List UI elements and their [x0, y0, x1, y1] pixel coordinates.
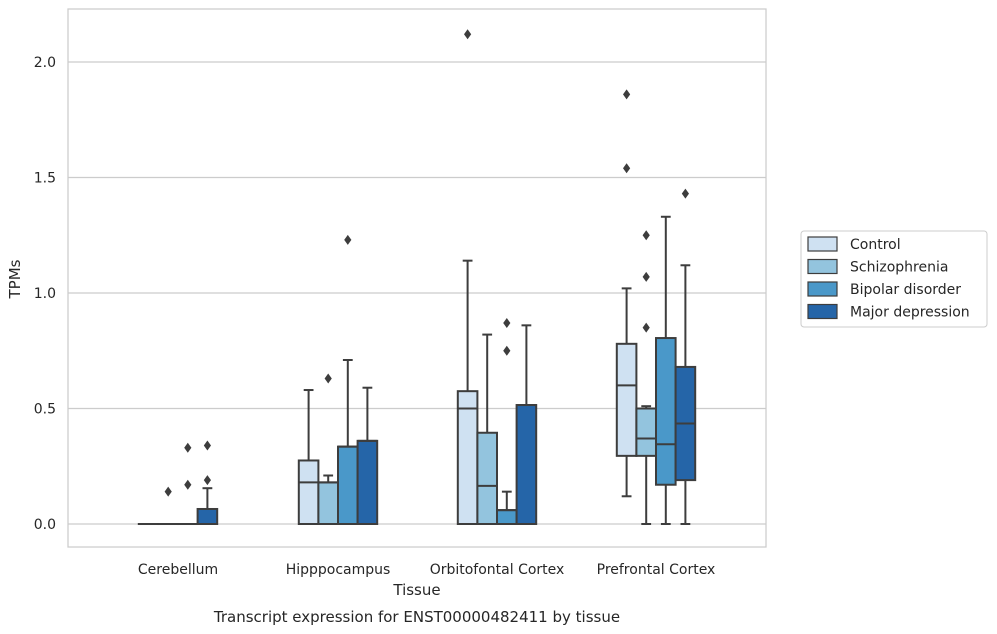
box [317, 373, 339, 526]
x-tick-label: Prefrontal Cortex [597, 562, 716, 578]
legend-swatch [807, 303, 838, 320]
y-tick-label: 0.5 [34, 402, 56, 418]
series-control [137, 29, 638, 526]
x-tick-label: Hipppocampus [286, 562, 391, 578]
outlier-point [164, 486, 172, 497]
legend-frame [800, 230, 988, 328]
box [356, 386, 379, 525]
box-body [496, 509, 518, 526]
outlier-point [203, 440, 211, 451]
legend-label: Major depression [850, 305, 970, 321]
outlier-point [503, 345, 511, 356]
y-tick-label: 1.5 [34, 171, 56, 187]
box [157, 486, 179, 526]
box-body [337, 445, 359, 525]
legend-swatch [807, 236, 838, 252]
x-tick-label: Orbitofontal Cortex [430, 562, 565, 578]
box [496, 318, 518, 526]
y-axis-title: TPMs [6, 259, 24, 299]
box-body [317, 481, 339, 526]
legend-label: Control [850, 237, 901, 253]
box [177, 442, 199, 526]
box [655, 215, 677, 525]
box-body [356, 439, 379, 525]
outlier-point [344, 234, 352, 245]
outlier-point [642, 230, 650, 241]
box-body [615, 342, 638, 457]
box-body [655, 337, 677, 486]
box-body [635, 407, 658, 457]
outlier-point [642, 322, 650, 333]
box [196, 440, 219, 525]
box [674, 188, 697, 525]
box [635, 230, 658, 525]
outlier-point [324, 373, 332, 384]
x-axis-title: Tissue [392, 581, 440, 599]
box-body [297, 459, 320, 526]
series-bipolar-disorder [177, 215, 677, 526]
outlier-point [623, 163, 631, 174]
legend-label: Bipolar disorder [850, 282, 961, 298]
chart-caption: Transcript expression for ENST0000048241… [213, 608, 620, 626]
outlier-point [642, 271, 650, 282]
legend-swatch [807, 258, 838, 275]
outlier-point [203, 475, 211, 486]
box [476, 333, 498, 526]
box-series [137, 29, 697, 526]
series-major-depression [196, 188, 697, 525]
box [615, 89, 638, 498]
plot-area [67, 8, 767, 548]
outlier-point [503, 318, 511, 329]
box-body [456, 390, 479, 525]
box [515, 324, 538, 525]
box-body [476, 431, 498, 526]
box-body [515, 404, 538, 525]
x-tick-labels: Cerebellum Hipppocampus Orbitofontal Corte… [138, 562, 715, 578]
y-tick-label: 0.0 [34, 517, 56, 533]
outlier-point [681, 188, 689, 199]
box [297, 389, 320, 526]
x-tick-label: Cerebellum [138, 562, 218, 578]
y-tick-label: 2.0 [34, 55, 56, 71]
legend-label: Schizophrenia [850, 260, 948, 276]
outlier-point [184, 442, 192, 453]
legend-swatch [807, 281, 838, 297]
y-tick-labels: 0.0 0.5 1.0 1.5 2.0 [34, 55, 56, 533]
outlier-point [464, 29, 472, 40]
legend: Control Schizophrenia Bipolar disorder Majo… [800, 230, 988, 328]
outlier-point [184, 479, 192, 490]
y-tick-label: 1.0 [34, 286, 56, 302]
box-body [196, 507, 219, 525]
box [456, 29, 479, 525]
series-schizophrenia [157, 230, 658, 526]
box [337, 234, 359, 525]
outlier-point [623, 89, 631, 100]
